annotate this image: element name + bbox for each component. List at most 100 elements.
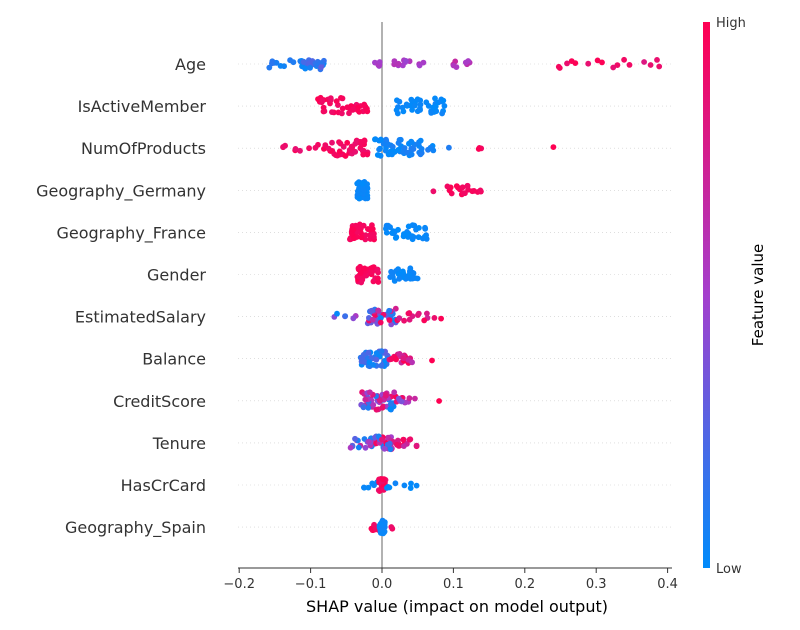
shap-point [428, 110, 435, 116]
shap-point [379, 476, 386, 482]
shap-point [407, 265, 414, 272]
shap-point [550, 144, 557, 151]
shap-point [400, 108, 407, 115]
shap-point [464, 182, 471, 189]
shap-point [400, 268, 406, 275]
shap-point [471, 188, 477, 194]
colorbar-high-label: High [716, 16, 746, 31]
shap-point [427, 144, 434, 151]
shap-point [431, 315, 438, 321]
feature-label: EstimatedSalary [75, 308, 206, 327]
shap-point [407, 436, 414, 443]
shap-point [352, 148, 359, 155]
shap-point [302, 65, 309, 72]
shap-point [358, 139, 365, 145]
shap-point [318, 64, 325, 70]
colorbar: High Low Feature value [703, 16, 767, 577]
shap-point [400, 149, 407, 156]
shap-point [406, 272, 413, 278]
shap-point [594, 57, 601, 64]
shap-point [386, 440, 393, 447]
shap-point [414, 275, 421, 282]
shap-point [621, 56, 627, 63]
shap-point [358, 234, 365, 241]
shap-point [355, 188, 361, 194]
shap-point [374, 266, 381, 273]
x-tick-label: −0.1 [295, 577, 327, 592]
feature-label: Age [175, 55, 206, 74]
shap-point [408, 480, 414, 487]
shap-point [342, 153, 349, 159]
shap-point [292, 146, 299, 152]
shap-point [365, 349, 372, 356]
shap-point [403, 101, 410, 108]
shap-point [411, 102, 418, 109]
shap-point [413, 442, 420, 449]
shap-point [344, 139, 351, 146]
shap-point [395, 140, 402, 146]
shap-point [416, 225, 422, 231]
shap-point [379, 404, 386, 411]
shap-point [459, 184, 466, 191]
shap-point [377, 319, 384, 326]
shap-point [358, 279, 365, 286]
shap-point [319, 97, 326, 104]
shap-point [362, 396, 369, 403]
shap-point [394, 110, 401, 117]
shap-point [417, 101, 424, 108]
x-tick-label: 0.4 [657, 577, 678, 592]
shap-point [422, 225, 429, 232]
shap-point [372, 136, 378, 143]
shap-point [392, 480, 399, 487]
shap-point [409, 222, 416, 229]
shap-point [351, 235, 357, 242]
shap-point [273, 59, 280, 66]
shap-point [391, 278, 398, 284]
shap-point [393, 356, 399, 363]
shap-point [376, 146, 382, 153]
shap-point [641, 59, 647, 65]
shap-point [408, 151, 415, 158]
shap-point [388, 356, 395, 362]
shap-point [389, 271, 396, 278]
shap-point [378, 348, 385, 354]
shap-point [360, 151, 367, 158]
shap-point [346, 147, 353, 153]
shap-point [378, 362, 385, 369]
shap-point [365, 484, 372, 491]
shap-point [362, 444, 369, 451]
shap-point [453, 183, 460, 190]
shap-point [647, 62, 654, 68]
shap-point [377, 397, 383, 404]
shap-point [373, 356, 380, 363]
shap-point [380, 530, 386, 537]
x-tick-label: 0.1 [443, 577, 464, 592]
shap-point [555, 63, 562, 70]
shap-point [438, 315, 444, 322]
shap-point [415, 310, 422, 317]
shap-point [460, 190, 467, 197]
shap-point [378, 315, 384, 321]
feature-label: Geography_Spain [65, 518, 206, 538]
shap-point [379, 436, 385, 443]
shap-point [477, 187, 484, 194]
shap-point [394, 441, 400, 448]
shap-point [450, 62, 457, 69]
shap-point [395, 437, 401, 444]
shap-point [357, 224, 364, 231]
shap-point [401, 231, 407, 237]
shap-point [346, 110, 352, 117]
shap-point [406, 395, 413, 402]
x-tick-label: −0.2 [223, 577, 255, 592]
shap-point [389, 151, 395, 158]
shap-point [367, 389, 373, 396]
shap-point [361, 484, 367, 491]
shap-point [395, 60, 402, 67]
shap-point [269, 60, 275, 67]
feature-label: Balance [142, 350, 206, 369]
shap-point [385, 141, 392, 148]
shap-point [375, 307, 382, 314]
shap-point [370, 402, 377, 408]
shap-point [441, 103, 448, 109]
